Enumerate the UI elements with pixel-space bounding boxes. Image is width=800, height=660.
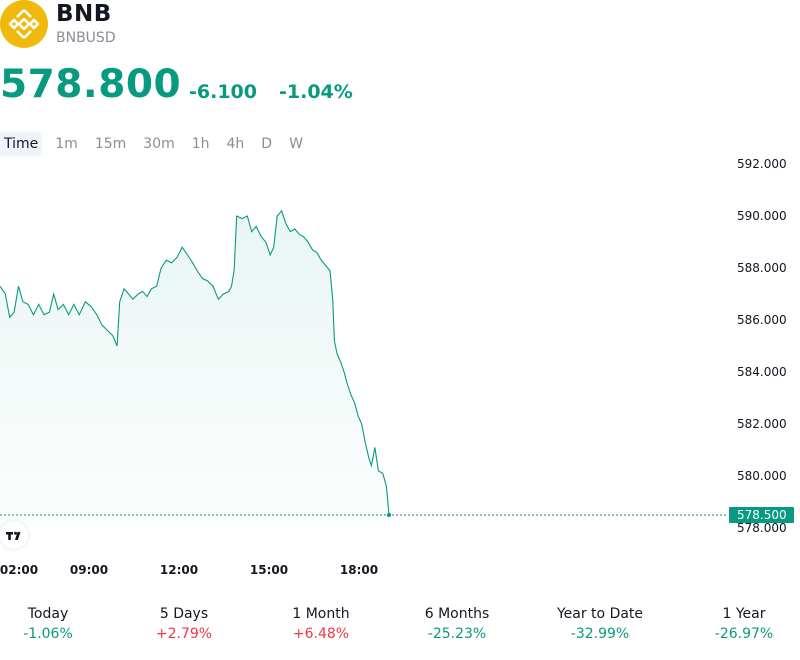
period-year-to-date[interactable]: Year to Date -32.99%	[545, 604, 655, 644]
last-price-label-text: 578.500	[737, 508, 787, 522]
period-1-year[interactable]: 1 Year -26.97%	[694, 604, 794, 644]
tab-time[interactable]: Time	[0, 132, 43, 156]
tradingview-logo[interactable]	[0, 521, 28, 549]
last-price-dot	[387, 513, 391, 517]
price-chart[interactable]: 592.000 590.000 588.000 586.000 584.000 582.0…	[0, 158, 800, 588]
tab-d[interactable]: D	[261, 136, 273, 152]
performance-periods: Today -1.06% 5 Days +2.79% 1 Month +6.48…	[0, 604, 800, 654]
period-label: 1 Month	[292, 606, 350, 622]
period-6-months[interactable]: 6 Months -25.23%	[407, 604, 507, 644]
x-tick-label: 18:00	[340, 563, 378, 577]
period-value: -1.06%	[23, 626, 73, 642]
price-change-percent: -1.04%	[279, 81, 353, 103]
bnb-logo-icon	[0, 0, 48, 48]
y-tick-label: 590.000	[737, 209, 787, 223]
tab-1m[interactable]: 1m	[55, 136, 78, 152]
x-tick-label: 12:00	[160, 563, 198, 577]
x-tick-label: 02:00	[0, 563, 38, 577]
tab-4h[interactable]: 4h	[226, 136, 245, 152]
tradingview-icon	[6, 531, 21, 540]
current-price: 578.800	[0, 62, 182, 107]
last-price-label-background	[729, 507, 794, 523]
period-label: 1 Year	[722, 606, 766, 622]
tab-1h[interactable]: 1h	[191, 136, 210, 152]
y-tick-label: 578.000	[737, 521, 787, 535]
period-1-month[interactable]: 1 Month +6.48%	[271, 604, 371, 644]
period-value: -26.97%	[714, 626, 774, 642]
period-label: Year to Date	[556, 606, 644, 622]
period-label: 6 Months	[424, 606, 490, 622]
period-label: Today	[27, 606, 69, 622]
period-value: +6.48%	[292, 626, 350, 642]
last-price-label: 578.500	[729, 507, 794, 523]
y-axis: 592.000 590.000 588.000 586.000 584.000 582.0…	[737, 158, 787, 535]
x-tick-label: 09:00	[70, 563, 108, 577]
period-today[interactable]: Today -1.06%	[8, 604, 88, 644]
price-series-line	[0, 209, 390, 516]
x-tick-label: 15:00	[250, 563, 288, 577]
period-value: -32.99%	[570, 626, 630, 642]
period-label: 5 Days	[159, 606, 209, 622]
y-tick-label: 592.000	[737, 158, 787, 171]
y-tick-label: 586.000	[737, 313, 787, 327]
period-value: -25.23%	[427, 626, 487, 642]
x-axis: 02:00 09:00 12:00 15:00 18:00	[0, 563, 378, 577]
period-value: +2.79%	[155, 626, 213, 642]
tab-15m[interactable]: 15m	[94, 136, 127, 152]
y-tick-label: 582.000	[737, 417, 787, 431]
y-tick-label: 584.000	[737, 365, 787, 379]
y-tick-label: 580.000	[737, 469, 787, 483]
symbol-pair: BNBUSD	[56, 30, 116, 46]
tab-30m[interactable]: 30m	[143, 136, 175, 152]
tab-w[interactable]: W	[289, 136, 303, 152]
price-area-fill	[0, 210, 389, 529]
symbol-title: BNB	[56, 1, 112, 27]
period-5-days[interactable]: 5 Days +2.79%	[144, 604, 224, 644]
price-change-absolute: -6.100	[189, 81, 257, 103]
interval-tabs: Time 1m 15m 30m 1h 4h D W	[0, 132, 316, 156]
y-tick-label: 588.000	[737, 261, 787, 275]
